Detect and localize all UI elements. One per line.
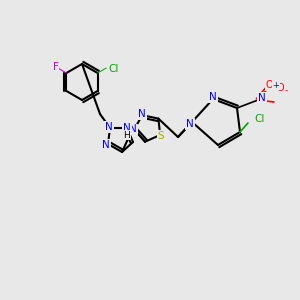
Text: O: O bbox=[265, 80, 273, 90]
Text: S: S bbox=[158, 131, 164, 141]
Text: N: N bbox=[105, 122, 113, 132]
Text: H: H bbox=[124, 130, 130, 140]
Text: Cl: Cl bbox=[108, 64, 118, 74]
Text: N: N bbox=[209, 92, 217, 102]
Text: N: N bbox=[186, 119, 194, 129]
Text: Cl: Cl bbox=[254, 114, 264, 124]
Text: +: + bbox=[273, 80, 279, 89]
Text: N: N bbox=[258, 93, 266, 103]
Text: F: F bbox=[53, 62, 59, 72]
Text: -: - bbox=[284, 86, 288, 95]
Text: O: O bbox=[276, 83, 284, 93]
Text: N: N bbox=[123, 123, 131, 133]
Text: N: N bbox=[102, 140, 110, 150]
Text: N: N bbox=[138, 109, 146, 119]
Text: N: N bbox=[129, 124, 137, 134]
